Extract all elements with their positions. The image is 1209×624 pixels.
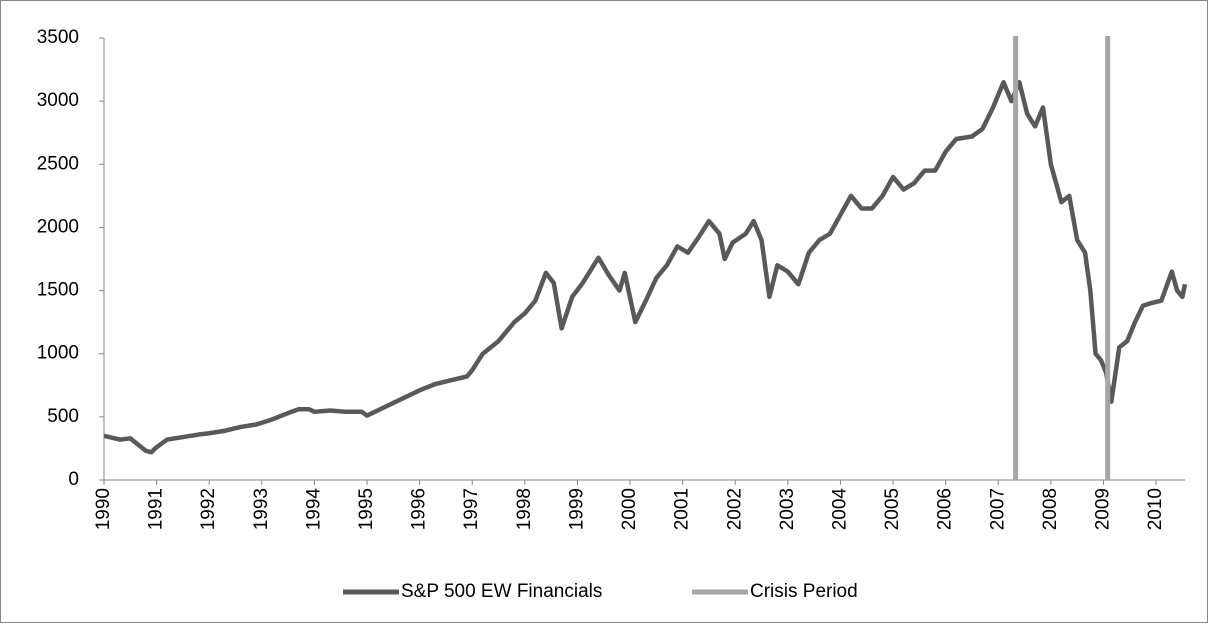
x-tick-label: 1993 (251, 488, 272, 530)
x-tick-label: 1994 (303, 488, 324, 531)
x-tick-label: 1998 (514, 488, 535, 530)
x-tick-label: 1992 (198, 488, 219, 530)
legend: S&P 500 EW Financials Crisis Period (343, 581, 858, 602)
y-tick-label: 1000 (37, 343, 79, 364)
y-tick-label: 1500 (37, 280, 79, 301)
legend-label: Crisis Period (750, 581, 858, 602)
x-tick-label: 2006 (935, 488, 956, 530)
data-line (103, 79, 1188, 455)
x-tick-label: 1990 (93, 488, 114, 530)
x-tick-label: 1995 (356, 488, 377, 530)
x-tick-label: 2000 (619, 488, 640, 530)
y-tick-label: 3000 (37, 90, 79, 111)
x-tick-label: 2002 (724, 488, 745, 530)
x-tick-label: 2005 (882, 488, 903, 530)
x-tick-label: 2003 (777, 488, 798, 530)
legend-label: S&P 500 EW Financials (401, 581, 602, 602)
y-tick-label: 500 (47, 406, 79, 427)
y-tick-label: 2500 (37, 153, 79, 174)
x-tick-label: 2010 (1145, 488, 1166, 530)
x-tick-label: 1996 (409, 488, 430, 530)
x-tick-label: 1997 (461, 488, 482, 530)
x-tick-label: 2008 (1040, 488, 1061, 530)
y-tick-label: 2000 (37, 216, 79, 237)
x-tick-label: 2004 (829, 488, 850, 531)
x-tick-label: 2001 (672, 488, 693, 530)
x-tick-label: 1991 (146, 488, 167, 530)
x-tick-label: 1999 (566, 488, 587, 530)
y-tick-label: 0 (68, 469, 79, 490)
x-tick-label: 2009 (1092, 488, 1113, 530)
x-tick-label: 2007 (987, 488, 1008, 530)
y-tick-label: 3500 (37, 27, 79, 48)
